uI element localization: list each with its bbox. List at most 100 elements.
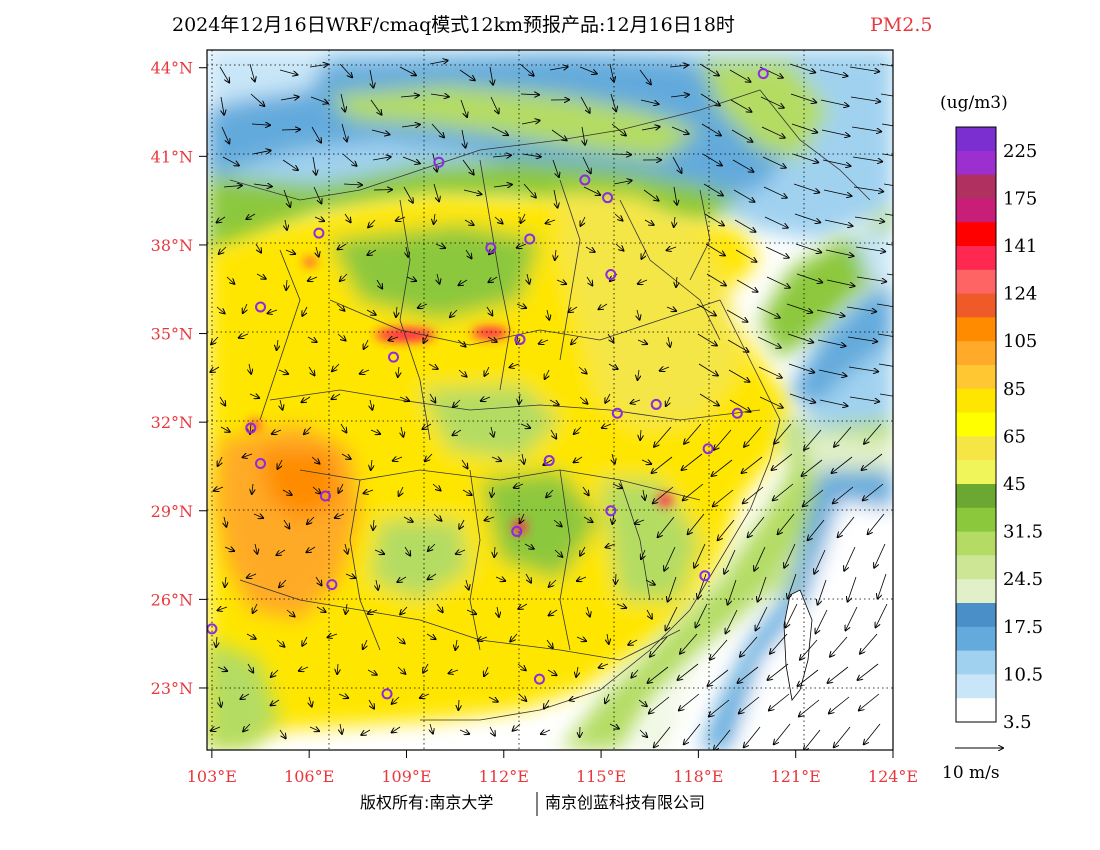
wind-vector bbox=[818, 579, 827, 605]
wind-vector bbox=[302, 396, 311, 402]
wind-vector bbox=[826, 279, 854, 286]
monitoring-site-marker bbox=[514, 333, 526, 345]
wind-vector bbox=[488, 276, 498, 282]
wind-vector bbox=[432, 483, 441, 490]
wind-vector bbox=[833, 486, 854, 503]
wind-vector bbox=[240, 693, 250, 699]
wind-vector bbox=[216, 636, 217, 647]
wind-vector bbox=[702, 153, 722, 166]
wind-vector bbox=[614, 213, 623, 221]
wind-vector bbox=[640, 429, 641, 440]
wind-vector bbox=[488, 696, 498, 702]
wind-vector bbox=[848, 576, 857, 602]
wind-vector bbox=[397, 576, 407, 582]
wind-vector bbox=[628, 639, 638, 645]
wind-vector bbox=[649, 696, 670, 713]
wind-vector bbox=[858, 663, 879, 680]
wind-vector bbox=[309, 64, 328, 67]
wind-vector bbox=[570, 697, 580, 700]
monitoring-site-marker bbox=[319, 490, 331, 502]
wind-vector bbox=[706, 273, 726, 286]
wind-vector bbox=[708, 669, 729, 686]
wind-vector bbox=[834, 726, 851, 747]
wind-vector bbox=[794, 213, 820, 222]
wind-vector bbox=[518, 603, 528, 609]
wind-vector bbox=[279, 579, 287, 587]
wind-vector bbox=[851, 126, 881, 132]
monitoring-site-marker bbox=[579, 174, 591, 186]
wind-vector bbox=[211, 336, 219, 344]
wind-vector bbox=[850, 96, 880, 102]
wind-vector bbox=[848, 366, 878, 372]
wind-vector bbox=[253, 184, 272, 187]
wind-vector bbox=[829, 696, 850, 713]
wind-vector bbox=[820, 99, 848, 106]
wind-vector bbox=[828, 666, 849, 683]
wind-vector bbox=[346, 603, 347, 614]
wind-vector bbox=[219, 246, 227, 254]
wind-vector bbox=[744, 426, 762, 447]
wind-vector bbox=[786, 603, 798, 627]
wind-vector bbox=[758, 576, 767, 602]
wind-vector bbox=[316, 606, 326, 612]
wind-vector bbox=[641, 460, 651, 464]
wind-vector bbox=[612, 453, 615, 464]
wind-vector bbox=[760, 96, 784, 108]
wind-vector bbox=[312, 486, 320, 494]
wind-vector bbox=[883, 183, 893, 186]
wind-vector bbox=[340, 723, 342, 734]
wind-vector bbox=[660, 367, 670, 371]
wind-vector bbox=[341, 453, 351, 459]
colorbar-swatch bbox=[956, 412, 996, 437]
wind-vector bbox=[371, 459, 372, 470]
wind-vector bbox=[650, 636, 668, 657]
wind-vector bbox=[370, 430, 380, 434]
wind-vector bbox=[847, 336, 877, 342]
wind-vector bbox=[400, 606, 408, 614]
wind-vector bbox=[653, 486, 674, 503]
wind-vector-layer bbox=[210, 60, 893, 750]
wind-vector bbox=[787, 333, 813, 342]
wind-vector bbox=[310, 96, 328, 103]
wind-vector bbox=[612, 513, 614, 524]
wind-vector bbox=[450, 309, 458, 317]
wind-vector bbox=[667, 247, 677, 250]
wind-vector bbox=[700, 93, 720, 106]
wind-vector bbox=[513, 723, 521, 731]
wind-vector bbox=[608, 363, 618, 369]
monitoring-site-marker bbox=[757, 68, 769, 80]
wind-vector bbox=[370, 69, 373, 88]
monitoring-site-marker bbox=[731, 407, 743, 419]
wind-vector bbox=[428, 543, 436, 551]
wind-vector bbox=[277, 339, 278, 350]
wind-vector bbox=[389, 337, 399, 340]
wind-vector bbox=[211, 727, 221, 731]
wind-vector bbox=[643, 489, 645, 500]
wind-vector bbox=[376, 579, 378, 590]
wind-vector bbox=[423, 333, 428, 343]
wind-vector bbox=[714, 429, 732, 450]
wind-vector bbox=[635, 520, 645, 524]
wind-vector bbox=[765, 246, 789, 258]
wind-vector bbox=[308, 366, 315, 375]
wind-vector bbox=[638, 369, 639, 380]
monitoring-site-marker bbox=[485, 242, 497, 254]
wind-vector bbox=[392, 726, 401, 732]
wind-vector bbox=[615, 573, 616, 584]
wind-vector bbox=[376, 279, 382, 289]
wind-vector bbox=[549, 399, 559, 405]
wind-vector bbox=[286, 609, 295, 616]
wind-vector bbox=[522, 453, 524, 464]
wind-vector bbox=[271, 699, 280, 705]
wind-vector bbox=[587, 606, 590, 617]
wind-vector bbox=[844, 546, 856, 571]
wind-vector bbox=[345, 543, 348, 554]
wind-vector bbox=[796, 273, 822, 282]
wind-vector bbox=[699, 393, 719, 406]
wind-vector bbox=[816, 609, 828, 633]
wind-vector bbox=[546, 220, 556, 223]
wind-vector bbox=[404, 546, 410, 556]
monitoring-site-marker bbox=[543, 455, 555, 467]
wind-vector bbox=[363, 639, 367, 649]
wind-vector bbox=[367, 249, 377, 255]
